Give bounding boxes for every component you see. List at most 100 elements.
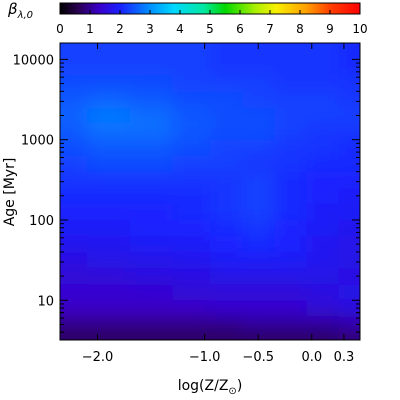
heatmap-cell [274,316,308,334]
heatmap-cell [210,219,244,238]
x-tick-label: −1.0 [189,350,221,365]
heatmap-cell [60,252,88,270]
heatmap-cell [60,203,88,221]
heatmap-cell [242,252,276,270]
heatmap-cell [210,75,244,93]
heatmap-cell [306,300,340,318]
heatmap-cell [129,316,174,334]
y-tick-label: 10 [37,294,54,309]
heatmap-cell [129,300,174,318]
heatmap-cell [129,139,174,157]
heatmap-cell [306,332,340,340]
x-tick-label: −0.5 [242,350,274,365]
heatmap-cell [86,252,131,270]
heatmap-cell [274,43,308,77]
heatmap-cell [338,268,360,286]
heatmap-cell [129,236,174,254]
heatmap-cell [274,284,308,302]
heatmap-cell [129,332,174,340]
heatmap-cell [210,139,244,157]
heatmap-cell [60,75,88,93]
heatmap-cell [306,123,340,141]
heatmap-cell [242,203,276,221]
x-axis-label: log(Z/Z⊙) [178,378,243,397]
heatmap-cell [242,268,276,286]
heatmap-cell [338,43,360,77]
heatmap-cell [210,43,244,77]
heatmap-cell [338,252,360,270]
heatmap-cell [306,284,340,302]
heatmap-cell [274,107,308,125]
heatmap-cell [60,236,88,254]
x-axis-label-main: log(Z/Z [178,378,229,394]
colorbar-tick-label: 10 [352,22,367,36]
colorbar-tick-label: 1 [86,22,94,36]
heatmap-cell [306,91,340,109]
colorbar-tick-label: 0 [56,22,64,36]
heatmap-cell [60,171,88,189]
heatmap-cell [172,236,211,254]
heatmap-cell [338,236,360,254]
heatmap-cell [210,91,244,109]
heatmap-cell [172,171,211,189]
heatmap-cell [242,107,276,125]
heatmap-cell [86,332,131,340]
heatmap-cell [60,187,88,205]
heatmap-cell [338,171,360,189]
heatmap-cell [274,91,308,109]
heatmap-cell [210,300,244,318]
colorbar-label-symbol: β [7,0,18,18]
heatmap-cell [306,139,340,157]
heatmap-cell [242,236,276,254]
heatmap-cell [86,284,131,302]
colorbar-tick-label: 3 [146,22,154,36]
heatmap-cell [306,155,340,173]
heatmap-cell [129,187,174,205]
y-axis-ticks: 10 100 1000 10000 [13,53,360,333]
colorbar-tick-label: 6 [236,22,244,36]
colorbar-tick-label: 5 [206,22,214,36]
heatmap-cell [60,123,88,141]
heatmap-cell [210,316,244,334]
x-tick-label: 0.3 [334,350,355,365]
heatmap-cell [60,139,88,157]
y-tick-label: 1000 [21,134,54,149]
colorbar-ticks: 0 1 2 3 4 5 6 7 8 9 10 [56,10,368,36]
heatmap-cell [60,284,88,302]
heatmap-cell [86,316,131,334]
y-axis-label: Age [Myr] [2,158,18,227]
heatmap-cell [338,284,360,302]
heatmap-cell [338,75,360,93]
heatmap-cell [274,139,308,157]
heatmap-cell [306,171,340,189]
heatmap-cell [86,219,131,238]
heatmap-cell [274,252,308,270]
heatmap-cell [172,284,211,302]
heatmap-cell [86,43,131,77]
colorbar-tick-label: 4 [176,22,184,36]
heatmap-cell [86,123,131,141]
heatmap-cell [274,236,308,254]
heatmap-cell [60,332,88,340]
heatmap-cell [172,75,211,93]
heatmap-area [60,43,360,340]
heatmap-cell [210,284,244,302]
colorbar: βλ,0 0 1 2 3 4 5 6 7 8 9 10 [7,0,368,36]
heatmap-cell [172,139,211,157]
heatmap-cell [86,75,131,93]
heatmap-cell [274,75,308,93]
heatmap-cell [306,316,340,334]
heatmap-cell [210,252,244,270]
heatmap-cell [242,139,276,157]
colorbar-label-subscript: λ,0 [17,10,33,21]
heatmap-cell [172,252,211,270]
heatmap-cell [129,75,174,93]
x-tick-label: 0.0 [301,350,322,365]
heatmap-cell [129,123,174,141]
heatmap-cell [210,332,244,340]
colorbar-tick-label: 9 [326,22,334,36]
heatmap-cell [338,107,360,125]
heatmap-cell [172,219,211,238]
heatmap-cell [274,219,308,238]
